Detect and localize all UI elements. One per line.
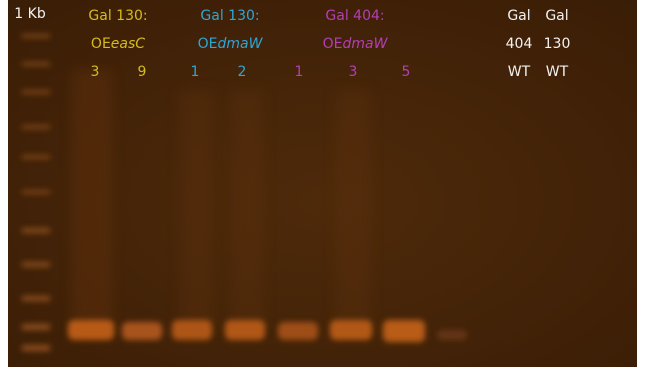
control-genotype: WT: [546, 64, 568, 80]
lane-label: 3: [349, 64, 358, 80]
construct: OEeasC: [91, 36, 145, 52]
control-number: 404: [506, 36, 533, 52]
construct-prefix: OE: [91, 36, 111, 52]
gel-image: [0, 0, 645, 374]
lane-label: 9: [138, 64, 147, 80]
group-name: Gal 130:: [88, 8, 147, 24]
ladder-label: 1 Kb: [14, 6, 45, 22]
construct-prefix: OE: [198, 36, 218, 52]
gel-figure: 1 Kb Gal 130: OEeasC 3 9 Gal 130: OEdmaW…: [0, 0, 645, 374]
lane-label: 1: [191, 64, 200, 80]
control-strain: Gal: [545, 8, 568, 24]
lane-label: 5: [402, 64, 411, 80]
control-number: 130: [544, 36, 571, 52]
lane-label: 2: [238, 64, 247, 80]
group-name: Gal 404:: [325, 8, 384, 24]
construct: OEdmaW: [323, 36, 388, 52]
control-genotype: WT: [508, 64, 530, 80]
construct: OEdmaW: [198, 36, 263, 52]
construct-gene: easC: [111, 36, 145, 52]
construct-gene: dmaW: [342, 36, 387, 52]
group-name: Gal 130:: [200, 8, 259, 24]
construct-gene: dmaW: [217, 36, 262, 52]
lane-label: 1: [295, 64, 304, 80]
lane-label: 3: [91, 64, 100, 80]
control-strain: Gal: [507, 8, 530, 24]
construct-prefix: OE: [323, 36, 343, 52]
